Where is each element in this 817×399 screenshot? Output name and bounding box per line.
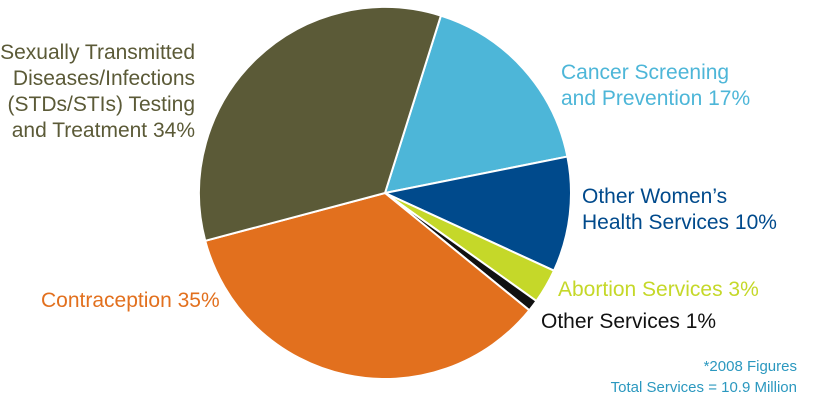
slice-label-5-line-0: Sexually Transmitted [0,41,195,64]
slice-label-3: Other Services 1% [541,310,716,333]
slice-label-4-line-0: Contraception 35% [41,289,220,312]
footnote-year: *2008 Figures [704,358,797,375]
slice-label-5-line-1: Diseases/Infections [13,67,195,90]
pie-slices [198,6,572,380]
slice-label-0-line-1: and Prevention 17% [561,87,750,110]
pie-slice-0 [384,14,569,194]
slice-label-5-line-3: and Treatment 34% [12,119,195,142]
slice-label-2-line-0: Abortion Services 3% [558,278,759,301]
slice-label-5-line-2: (STDs/STIs) Testing [8,93,195,116]
slice-label-5: Sexually Transmitted Diseases/Infections (… [0,41,195,142]
slice-label-2: Abortion Services 3% [558,278,759,301]
pie-slice-5 [198,6,442,242]
slice-label-4: Contraception 35% [41,289,220,312]
footnote-total-services: Total Services = 10.9 Million [611,379,797,396]
slice-label-3-line-0: Other Services 1% [541,310,716,333]
slice-label-1: Other Women’s Health Services 10% [582,185,777,234]
pie-slice-1 [384,155,572,272]
slice-label-1-line-1: Health Services 10% [582,211,777,234]
slice-labels: Cancer Screening and Prevention 17% Other … [0,41,777,333]
slice-label-0-line-0: Cancer Screening [561,61,729,84]
slice-label-0: Cancer Screening and Prevention 17% [561,61,750,110]
slice-label-1-line-0: Other Women’s [582,185,727,208]
pie-slice-4 [204,192,531,380]
